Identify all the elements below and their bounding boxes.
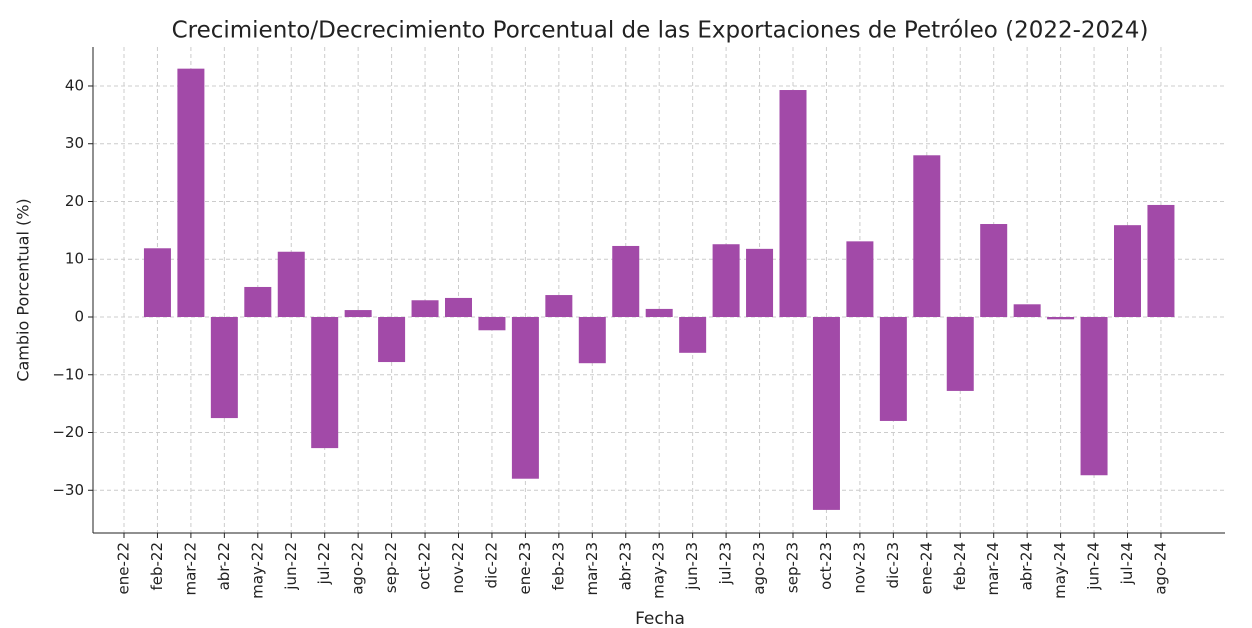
bar: [1047, 317, 1075, 320]
bar: [478, 317, 506, 331]
x-tick-label: feb-24: [951, 542, 969, 591]
x-tick-label: mar-22: [181, 542, 199, 596]
x-tick-label: feb-22: [148, 542, 166, 591]
bar: [143, 248, 171, 317]
bar: [879, 317, 907, 421]
x-tick-label: ene-24: [917, 542, 935, 594]
bar: [578, 317, 606, 364]
x-tick-label: nov-22: [449, 542, 467, 594]
bar: [1147, 204, 1175, 317]
x-tick-label: abr-23: [616, 542, 634, 590]
bar: [645, 308, 673, 317]
x-tick-label: jul-23: [717, 542, 735, 585]
x-tick-label: mar-23: [583, 542, 601, 596]
y-tick-label: 40: [65, 76, 84, 94]
y-tick-label: −10: [52, 365, 84, 383]
bar: [846, 241, 874, 317]
bar: [679, 317, 707, 353]
x-tick-label: feb-23: [549, 542, 567, 591]
chart-title: Crecimiento/Decrecimiento Porcentual de …: [172, 18, 1149, 44]
x-tick-label: oct-22: [416, 542, 434, 590]
bar: [445, 297, 472, 317]
bar: [980, 224, 1008, 317]
bar: [244, 286, 272, 317]
x-tick-label: abr-22: [215, 542, 233, 590]
bar: [511, 317, 539, 479]
x-tick-label: ago-23: [750, 542, 768, 595]
x-tick-label: jul-24: [1118, 542, 1136, 585]
bar: [311, 317, 339, 449]
y-tick-label: −20: [52, 423, 84, 441]
x-tick-label: may-23: [650, 542, 668, 599]
x-tick-label: may-22: [248, 542, 266, 599]
bar: [746, 248, 774, 317]
bar: [1013, 304, 1041, 317]
x-axis-label: Fecha: [635, 609, 685, 628]
bar: [277, 251, 305, 317]
y-tick-label: 0: [74, 308, 84, 326]
bar: [812, 317, 840, 510]
x-tick-label: may-24: [1051, 542, 1069, 599]
y-tick-label: 20: [65, 192, 84, 210]
x-tick-label: ago-22: [349, 542, 367, 595]
x-tick-label: oct-23: [817, 542, 835, 590]
x-tick-label: dic-23: [884, 542, 902, 588]
bar: [545, 295, 573, 317]
x-tick-label: ago-24: [1151, 542, 1169, 595]
y-axis-label: Cambio Porcentual (%): [14, 198, 33, 381]
x-tick-label: jun-23: [683, 542, 701, 591]
x-tick-label: sep-22: [382, 542, 400, 593]
x-tick-label: jun-24: [1085, 542, 1103, 591]
x-tick-label: ene-22: [115, 542, 133, 594]
bar: [411, 300, 439, 317]
x-tick-label: nov-23: [850, 542, 868, 594]
bar: [378, 317, 406, 363]
x-tick-label: sep-23: [784, 542, 802, 593]
x-tick-label: abr-24: [1018, 542, 1036, 590]
x-tick-label: ene-23: [516, 542, 534, 594]
bar: [1080, 317, 1108, 476]
bar: [1114, 225, 1141, 317]
bar: [779, 90, 807, 318]
x-tick-label: dic-22: [482, 542, 500, 588]
bar: [344, 310, 372, 317]
y-tick-label: 10: [65, 250, 84, 268]
y-tick-label: −30: [52, 481, 84, 499]
bar: [946, 317, 974, 391]
y-tick-label: 30: [65, 134, 84, 152]
bar: [177, 68, 205, 318]
x-tick-label: jul-22: [315, 542, 333, 585]
x-tick-label: mar-24: [984, 542, 1002, 596]
bar: [913, 155, 941, 317]
bar: [712, 244, 740, 317]
x-tick-label: jun-22: [282, 542, 300, 591]
bar: [612, 245, 640, 317]
bar: [210, 317, 238, 419]
